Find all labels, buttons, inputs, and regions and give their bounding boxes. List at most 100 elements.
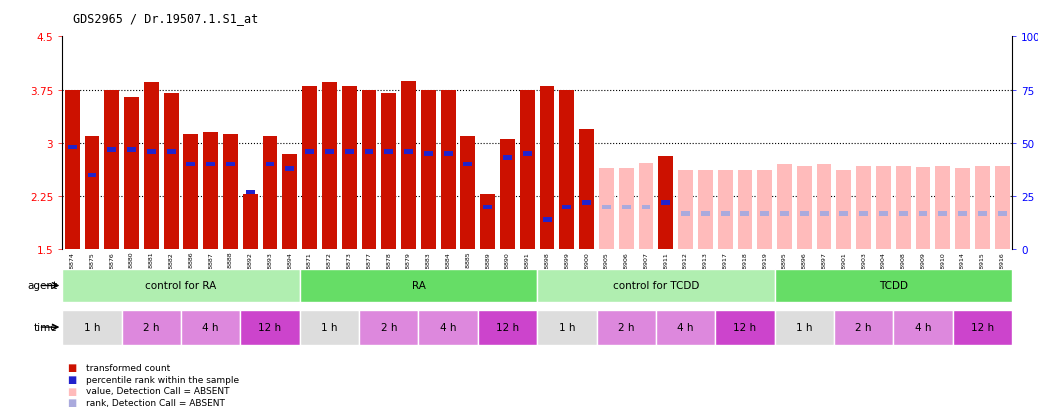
- Bar: [359, 310, 418, 345]
- Text: 1 h: 1 h: [84, 322, 101, 332]
- Bar: [978, 211, 987, 216]
- Bar: [62, 310, 121, 345]
- Bar: [266, 162, 274, 167]
- Bar: [658, 156, 674, 250]
- Text: 2 h: 2 h: [855, 322, 872, 332]
- Bar: [484, 205, 492, 210]
- Bar: [203, 133, 218, 250]
- Text: 1 h: 1 h: [558, 322, 575, 332]
- Bar: [938, 211, 948, 216]
- Bar: [800, 211, 809, 216]
- Text: ■: ■: [67, 397, 77, 407]
- Text: 2 h: 2 h: [618, 322, 634, 332]
- Text: transformed count: transformed count: [86, 363, 170, 372]
- Bar: [715, 310, 774, 345]
- Bar: [820, 211, 828, 216]
- Bar: [62, 269, 300, 302]
- Bar: [463, 162, 472, 167]
- Bar: [477, 310, 538, 345]
- Bar: [597, 310, 656, 345]
- Bar: [325, 150, 334, 154]
- Bar: [774, 310, 834, 345]
- Bar: [876, 166, 891, 250]
- Bar: [678, 171, 693, 250]
- Bar: [738, 171, 753, 250]
- Text: control for TCDD: control for TCDD: [612, 281, 699, 291]
- Bar: [500, 140, 515, 250]
- Bar: [797, 166, 812, 250]
- Bar: [164, 94, 179, 250]
- Bar: [896, 166, 910, 250]
- Text: ■: ■: [67, 386, 77, 396]
- Text: agent: agent: [27, 281, 57, 291]
- Bar: [223, 135, 238, 250]
- Bar: [579, 129, 594, 250]
- Bar: [181, 310, 241, 345]
- Text: 12 h: 12 h: [971, 322, 994, 332]
- Bar: [817, 165, 831, 250]
- Bar: [641, 205, 651, 210]
- Bar: [322, 83, 336, 250]
- Bar: [859, 211, 868, 216]
- Text: ■: ■: [67, 374, 77, 384]
- Bar: [282, 154, 297, 250]
- Bar: [622, 205, 631, 210]
- Bar: [84, 136, 100, 250]
- Bar: [187, 162, 195, 167]
- Bar: [523, 152, 531, 157]
- Bar: [300, 310, 359, 345]
- Bar: [342, 87, 357, 250]
- Bar: [758, 171, 772, 250]
- Bar: [127, 147, 136, 152]
- Text: 1 h: 1 h: [796, 322, 813, 332]
- Bar: [384, 150, 393, 154]
- Bar: [146, 150, 156, 154]
- Text: TCDD: TCDD: [879, 281, 908, 291]
- Bar: [64, 90, 80, 250]
- Bar: [404, 150, 413, 154]
- Bar: [461, 136, 475, 250]
- Bar: [563, 205, 571, 210]
- Bar: [958, 211, 967, 216]
- Bar: [520, 90, 535, 250]
- Bar: [701, 211, 710, 216]
- Bar: [503, 156, 512, 161]
- Text: 2 h: 2 h: [381, 322, 397, 332]
- Bar: [975, 166, 990, 250]
- Bar: [894, 310, 953, 345]
- Bar: [381, 94, 397, 250]
- Text: 12 h: 12 h: [496, 322, 519, 332]
- Bar: [837, 171, 851, 250]
- Text: 1 h: 1 h: [321, 322, 337, 332]
- Bar: [681, 211, 690, 216]
- Bar: [226, 162, 235, 167]
- Bar: [599, 169, 613, 250]
- Text: value, Detection Call = ABSENT: value, Detection Call = ABSENT: [86, 386, 229, 395]
- Text: rank, Detection Call = ABSENT: rank, Detection Call = ABSENT: [86, 398, 225, 407]
- Bar: [540, 87, 554, 250]
- Bar: [935, 166, 950, 250]
- Bar: [441, 90, 456, 250]
- Bar: [879, 211, 887, 216]
- Bar: [760, 211, 769, 216]
- Bar: [856, 166, 871, 250]
- Bar: [418, 310, 477, 345]
- Text: time: time: [33, 322, 57, 332]
- Bar: [125, 97, 139, 250]
- Bar: [916, 168, 930, 250]
- Bar: [364, 150, 374, 154]
- Bar: [246, 190, 254, 195]
- Bar: [87, 173, 97, 178]
- Bar: [656, 310, 715, 345]
- Bar: [840, 211, 848, 216]
- Bar: [998, 211, 1007, 216]
- Bar: [538, 269, 774, 302]
- Bar: [263, 136, 277, 250]
- Bar: [184, 135, 198, 250]
- Bar: [834, 310, 894, 345]
- Text: ■: ■: [67, 363, 77, 373]
- Bar: [780, 211, 789, 216]
- Bar: [740, 211, 749, 216]
- Bar: [602, 205, 611, 210]
- Bar: [720, 211, 730, 216]
